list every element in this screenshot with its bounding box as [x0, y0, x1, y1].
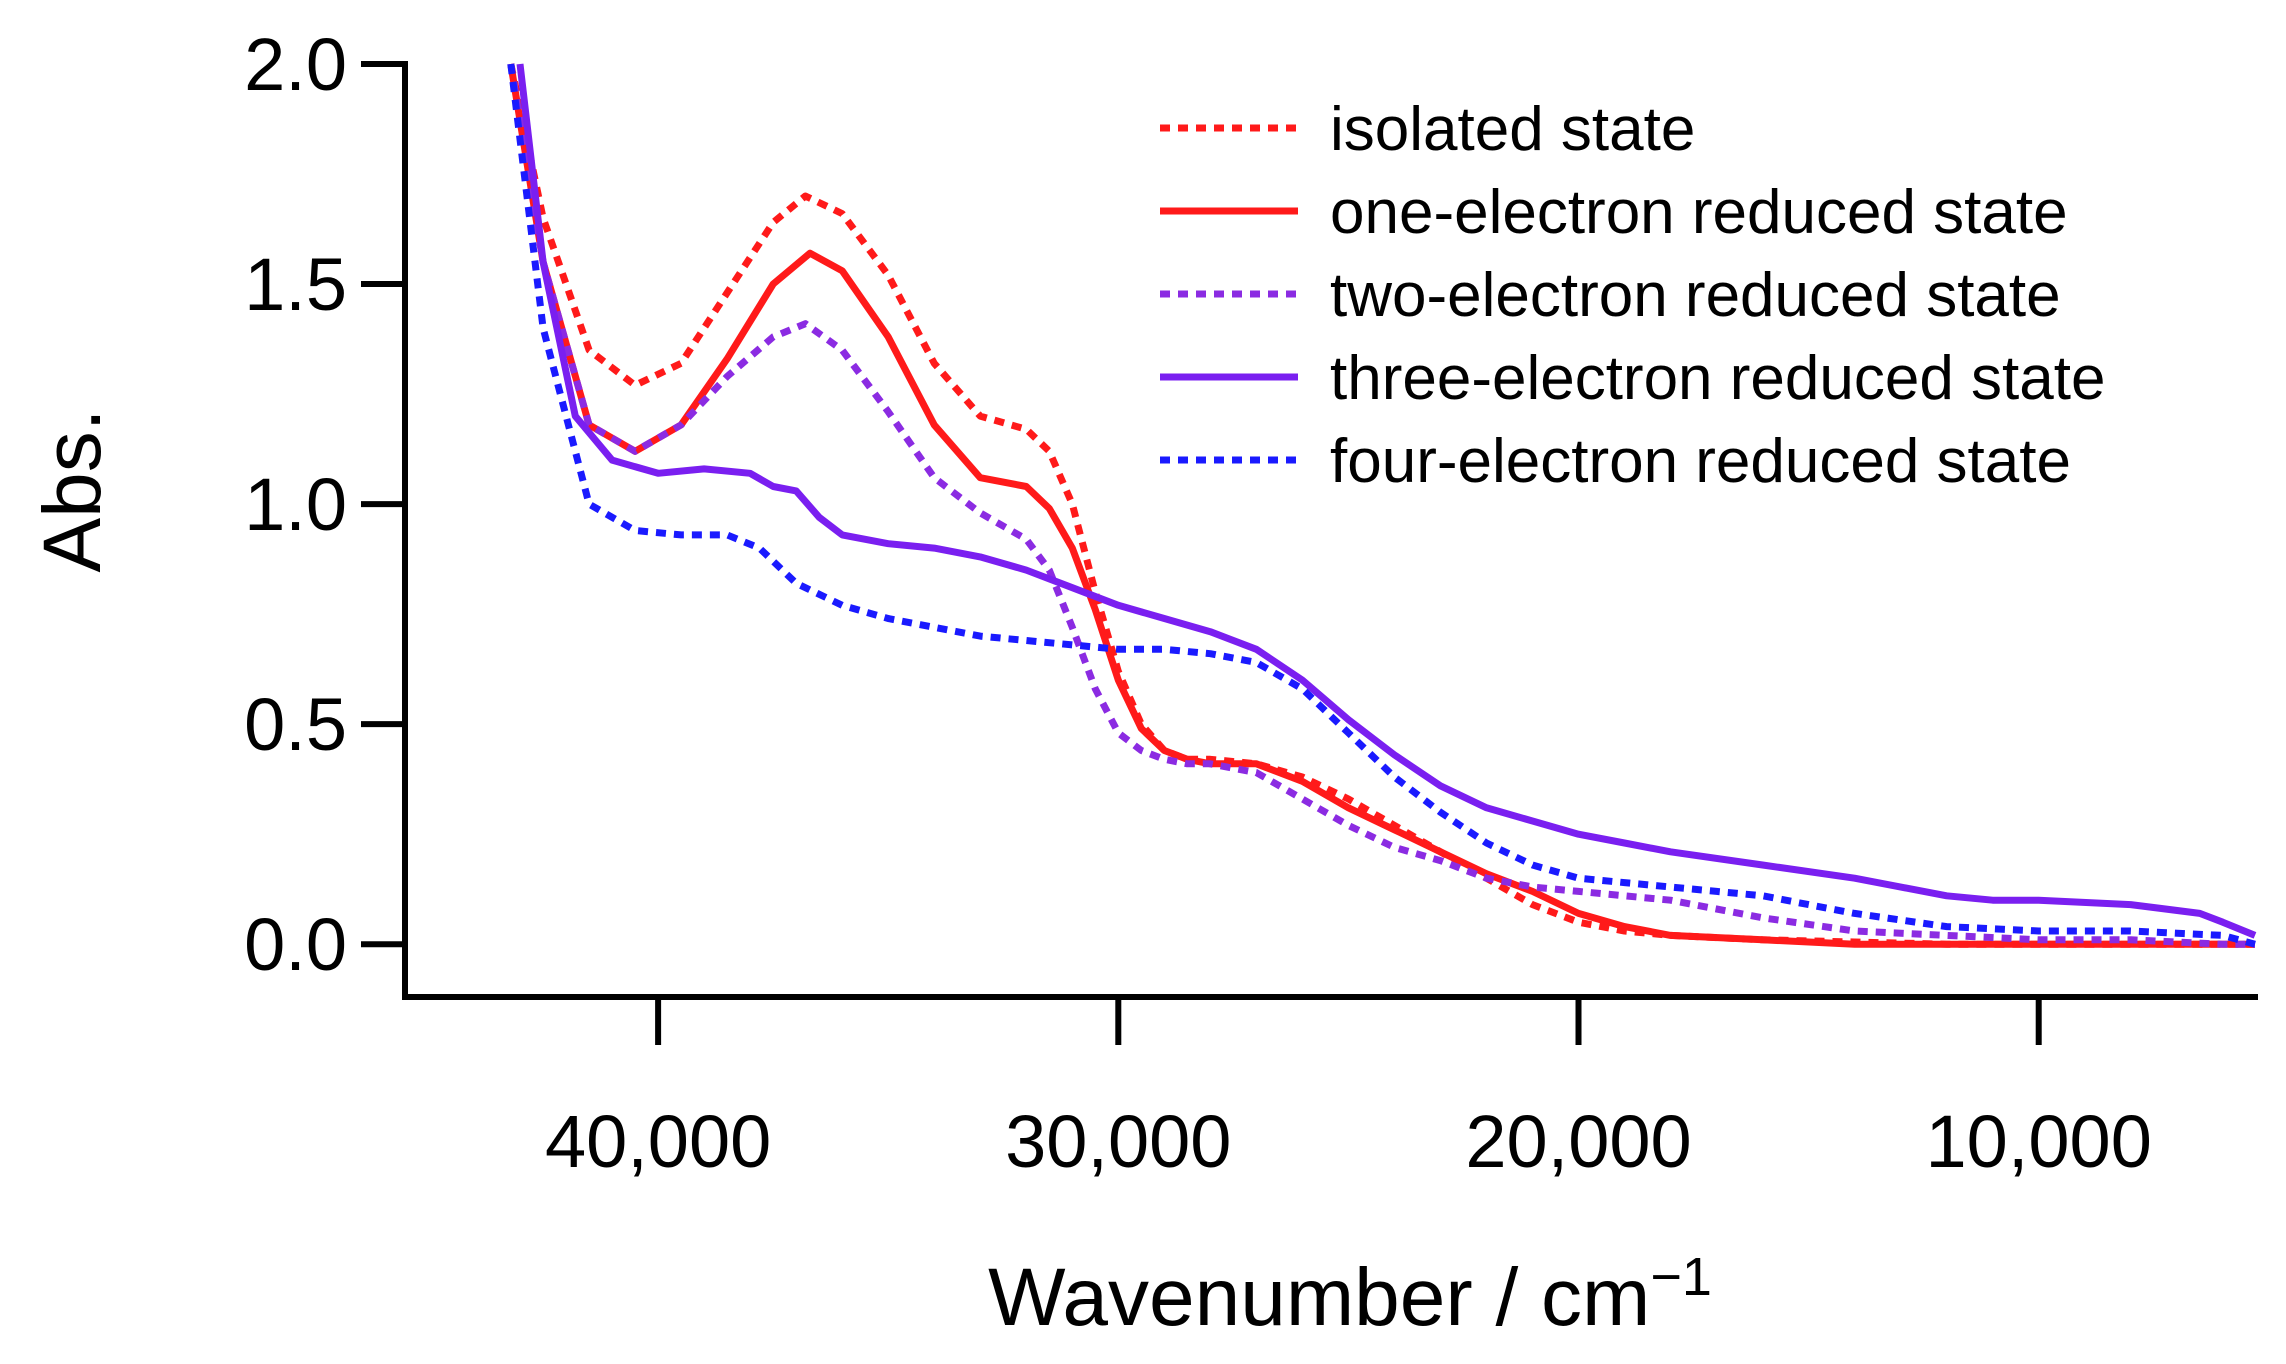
y-axis-ticks: 0.0 0.5 1.0 1.5 2.0 — [244, 23, 405, 986]
x-axis-title: Wavenumber / cm−1 — [988, 1247, 1712, 1343]
x-tick-label: 10,000 — [1926, 1100, 2152, 1183]
legend-label-3: two-electron reduced state — [1330, 261, 2061, 330]
data-series-group — [507, 63, 2257, 948]
y-tick-label: 0.5 — [244, 683, 347, 766]
series-line-5 — [507, 63, 2256, 948]
series-line-4 — [516, 63, 2257, 939]
legend: isolated state one-electron reduced state… — [1160, 95, 2105, 496]
legend-label-1: isolated state — [1330, 95, 1695, 164]
x-tick-label: 20,000 — [1465, 1100, 1691, 1183]
legend-label-5: four-electron reduced state — [1330, 427, 2071, 496]
x-axis-title-superscript: −1 — [1650, 1247, 1712, 1307]
x-tick-label: 30,000 — [1005, 1100, 1231, 1183]
legend-label-4: three-electron reduced state — [1330, 344, 2105, 413]
y-tick-label: 1.5 — [244, 243, 347, 326]
series-line-2 — [507, 63, 2255, 948]
y-axis-title: Abs. — [27, 408, 118, 572]
x-axis-title-text: Wavenumber / cm — [988, 1252, 1650, 1343]
y-tick-label: 0.0 — [244, 903, 347, 986]
legend-label-2: one-electron reduced state — [1330, 178, 2068, 247]
x-axis-ticks: 40,000 30,000 20,000 10,000 — [545, 997, 2152, 1183]
x-tick-label: 40,000 — [545, 1100, 771, 1183]
series-line-3 — [507, 63, 2255, 948]
y-tick-label: 2.0 — [244, 23, 347, 106]
y-tick-label: 1.0 — [244, 463, 347, 546]
